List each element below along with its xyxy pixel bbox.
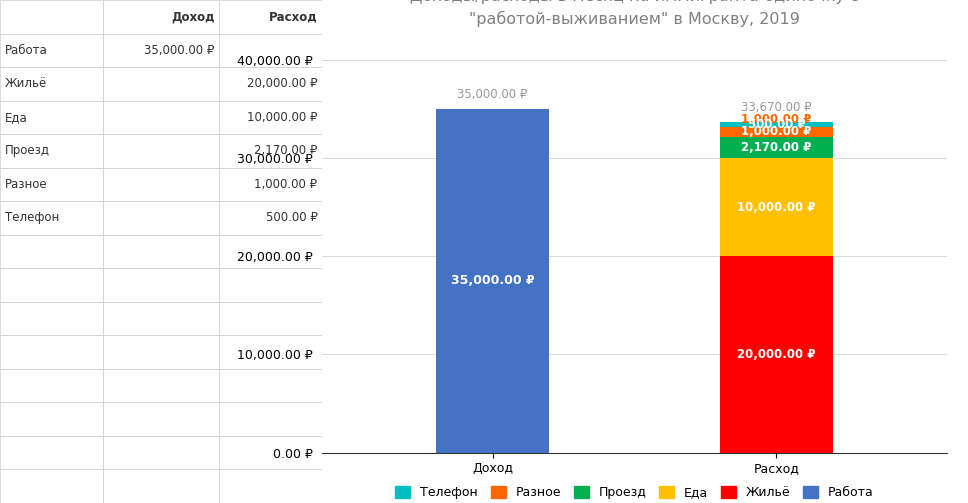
Text: 20,000.00 ₽: 20,000.00 ₽	[247, 77, 318, 91]
Bar	[219, 469, 322, 503]
Bar	[219, 436, 322, 469]
Bar	[219, 235, 322, 268]
Text: 20,000.00 ₽: 20,000.00 ₽	[738, 348, 816, 361]
Bar	[219, 101, 322, 134]
Bar	[104, 67, 219, 101]
Bar	[104, 302, 219, 336]
Bar	[219, 67, 322, 101]
Text: 33,670.00 ₽: 33,670.00 ₽	[741, 101, 812, 114]
Bar	[104, 134, 219, 167]
Bar	[104, 469, 219, 503]
Bar	[104, 402, 219, 436]
Bar	[219, 0, 322, 34]
Title: Доходы/расходы в месяц на иммигранта-одиночку с
"работой-выживанием" в Москву, 2: Доходы/расходы в месяц на иммигранта-оди…	[410, 0, 859, 27]
Legend: Телефон, Разное, Проезд, Еда, Жильё, Работа: Телефон, Разное, Проезд, Еда, Жильё, Раб…	[390, 481, 879, 503]
Bar	[104, 369, 219, 402]
Bar	[436, 109, 550, 453]
Text: 1,000.00 ₽: 1,000.00 ₽	[741, 125, 811, 138]
Bar	[219, 302, 322, 336]
Bar	[0, 201, 104, 235]
Bar	[219, 34, 322, 67]
Bar	[104, 167, 219, 201]
Text: Проезд: Проезд	[5, 144, 49, 157]
Bar	[104, 436, 219, 469]
Bar	[0, 302, 104, 336]
Bar	[104, 201, 219, 235]
Bar	[719, 127, 833, 137]
Bar	[0, 134, 104, 167]
Bar	[219, 369, 322, 402]
Bar	[104, 235, 219, 268]
Bar	[719, 257, 833, 453]
Bar	[0, 67, 104, 101]
Text: 500.00 ₽: 500.00 ₽	[265, 211, 318, 224]
Bar	[104, 34, 219, 67]
Bar	[0, 336, 104, 369]
Text: 35,000.00 ₽: 35,000.00 ₽	[144, 44, 214, 57]
Text: Расход: Расход	[269, 10, 318, 23]
Text: 1,000.00 ₽: 1,000.00 ₽	[741, 113, 811, 126]
Bar	[0, 167, 104, 201]
Bar	[719, 122, 833, 127]
Bar	[0, 34, 104, 67]
Text: Жильё: Жильё	[5, 77, 47, 91]
Bar	[219, 402, 322, 436]
Bar	[219, 167, 322, 201]
Bar	[0, 101, 104, 134]
Bar	[0, 436, 104, 469]
Text: Разное: Разное	[5, 178, 47, 191]
Text: 35,000.00 ₽: 35,000.00 ₽	[451, 274, 534, 287]
Bar	[0, 469, 104, 503]
Text: 500.00 ₽: 500.00 ₽	[747, 118, 805, 131]
Text: Доход: Доход	[171, 10, 214, 23]
Text: Работа: Работа	[5, 44, 47, 57]
Bar	[0, 0, 104, 34]
Bar	[219, 336, 322, 369]
Text: 35,000.00 ₽: 35,000.00 ₽	[458, 88, 528, 101]
Text: 2,170.00 ₽: 2,170.00 ₽	[741, 141, 811, 154]
Text: 10,000.00 ₽: 10,000.00 ₽	[738, 201, 816, 214]
Bar	[104, 0, 219, 34]
Text: Еда: Еда	[5, 111, 27, 124]
Text: 2,170.00 ₽: 2,170.00 ₽	[255, 144, 318, 157]
Bar	[219, 201, 322, 235]
Bar	[219, 134, 322, 167]
Bar	[0, 402, 104, 436]
Text: 10,000.00 ₽: 10,000.00 ₽	[247, 111, 318, 124]
Bar	[104, 268, 219, 302]
Bar	[104, 336, 219, 369]
Bar	[719, 158, 833, 257]
Bar	[0, 369, 104, 402]
Text: Телефон: Телефон	[5, 211, 59, 224]
Bar	[104, 101, 219, 134]
Bar	[0, 235, 104, 268]
Bar	[0, 268, 104, 302]
Bar	[719, 137, 833, 158]
Text: 1,000.00 ₽: 1,000.00 ₽	[255, 178, 318, 191]
Bar	[219, 268, 322, 302]
